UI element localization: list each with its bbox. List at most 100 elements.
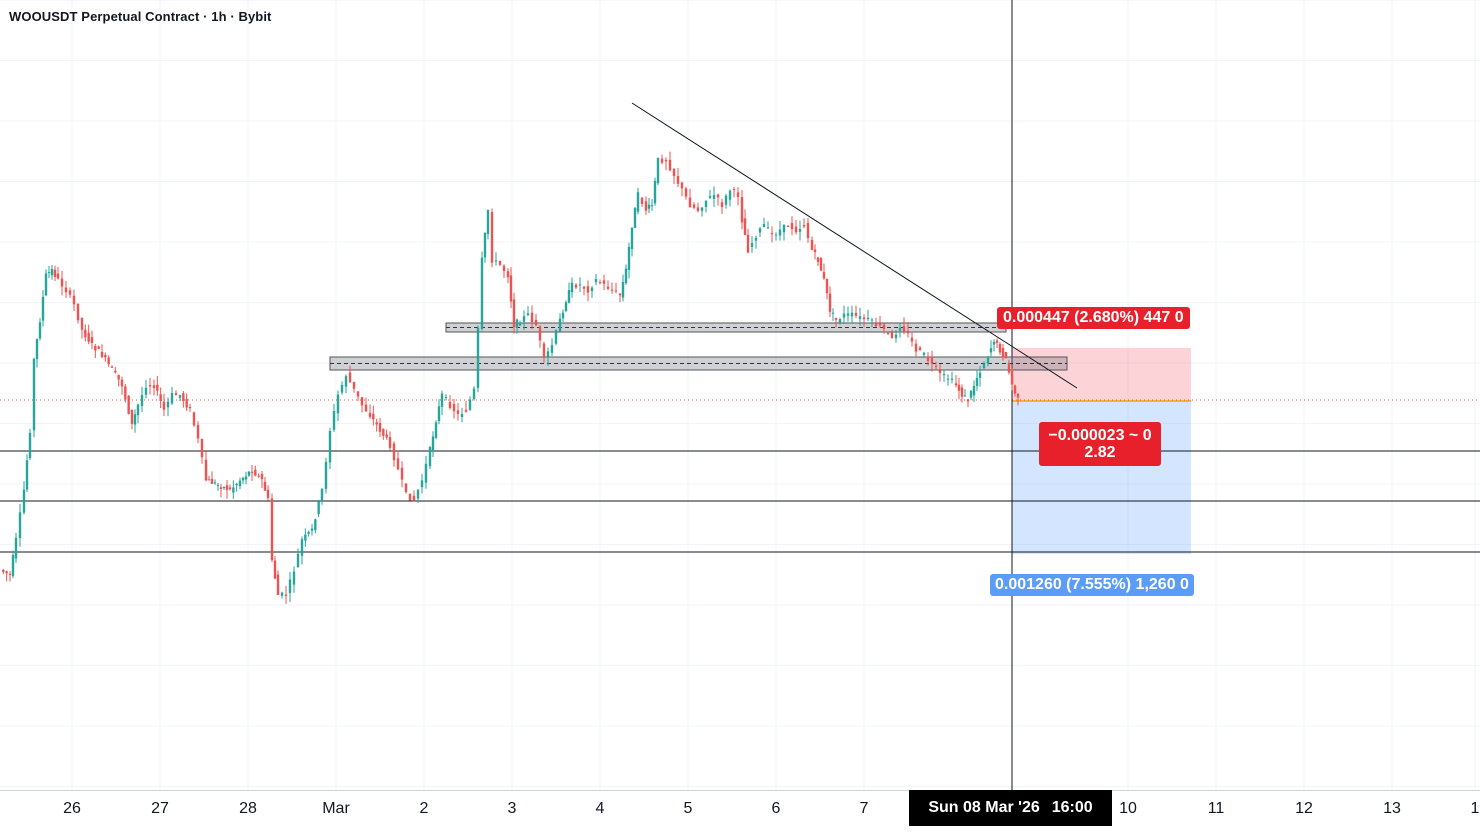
candle-down	[207, 479, 211, 481]
x-tick-label: 3	[507, 800, 517, 817]
candle-down	[182, 393, 185, 401]
candle-down	[509, 275, 513, 302]
candle-down	[1010, 370, 1014, 385]
candle-up	[166, 401, 170, 408]
candle-up	[47, 271, 51, 273]
candle-up	[235, 483, 238, 486]
candle-up	[244, 476, 248, 480]
candle-up	[558, 318, 562, 332]
candle-down	[828, 293, 832, 312]
candle-up	[870, 319, 874, 321]
candle-down	[960, 387, 964, 397]
candle-up	[50, 268, 54, 276]
candle-down	[512, 299, 516, 328]
candle-up	[310, 528, 314, 531]
candle-down	[382, 429, 385, 436]
candle-down	[498, 260, 502, 265]
candle-up	[41, 296, 45, 321]
candle-down	[680, 182, 684, 189]
candle-down	[107, 357, 110, 365]
candle-down	[930, 357, 934, 364]
candle-up	[838, 319, 842, 323]
candle-up	[621, 281, 625, 298]
candle-up	[782, 224, 786, 233]
candle-up	[280, 592, 284, 596]
horizontal-lines[interactable]	[0, 0, 1480, 790]
candle-up	[778, 229, 782, 236]
candle-down	[114, 370, 117, 373]
candle-down	[1016, 393, 1020, 398]
x-tick-label: 6	[771, 800, 781, 817]
candle-up	[140, 394, 144, 406]
candle-down	[910, 337, 914, 342]
candle-down	[1013, 385, 1017, 394]
candle-down	[117, 374, 120, 380]
candle-down	[80, 318, 84, 330]
candle-down	[668, 159, 672, 171]
time-axis[interactable]	[0, 790, 1480, 832]
candle-up	[170, 392, 174, 404]
candle-up	[798, 228, 802, 232]
candle-down	[878, 323, 882, 326]
candle-down	[94, 345, 97, 351]
price-chart[interactable]	[0, 0, 1480, 790]
candle-down	[148, 384, 152, 387]
candle-down	[276, 574, 280, 595]
chart-title: WOOUSDT Perpetual Contract · 1h · Bybit	[9, 9, 272, 24]
candle-up	[328, 431, 332, 463]
candle-up	[700, 207, 704, 211]
candle-down	[56, 273, 60, 279]
candle-down	[743, 218, 747, 236]
candle-up	[515, 319, 519, 328]
candle-up	[28, 432, 32, 459]
candle-down	[720, 202, 724, 207]
candle-up	[724, 195, 728, 205]
candle-down	[5, 571, 8, 574]
candle-up	[550, 345, 554, 353]
candle-up	[238, 480, 242, 487]
candle-up	[898, 327, 902, 331]
x-tick-label: 28	[239, 800, 257, 817]
candle-down	[257, 475, 260, 477]
candle-down	[352, 381, 356, 389]
candle-down	[816, 257, 820, 262]
candle-up	[232, 487, 235, 493]
candle-down	[408, 493, 412, 501]
candle-up	[564, 302, 568, 311]
candle-up	[434, 422, 438, 438]
candle-up	[468, 399, 472, 410]
candle-up	[133, 414, 137, 425]
candle-down	[452, 404, 456, 412]
candle-down	[736, 192, 740, 197]
candlesticks	[2, 151, 1020, 604]
candle-up	[850, 312, 854, 317]
x-tick-label: 26	[63, 800, 81, 817]
candle-down	[644, 201, 648, 211]
candle-down	[120, 379, 124, 387]
candle-up	[340, 384, 344, 393]
candle-down	[273, 560, 277, 579]
candle-down	[684, 188, 688, 197]
candle-up	[969, 390, 973, 398]
candle-up	[22, 489, 26, 513]
candle-up	[627, 246, 631, 270]
crosshair-date-badge: Sun 08 Mar '26 16:00	[909, 790, 1112, 826]
x-tick-label: 1	[1470, 800, 1480, 817]
position-pnl: −0.000023 ~ 0	[1048, 427, 1152, 444]
candle-down	[185, 398, 188, 408]
x-tick-label: 11	[1207, 800, 1225, 817]
candle-down	[890, 332, 894, 339]
candle-down	[284, 594, 288, 597]
candle-up	[522, 316, 526, 322]
candle-down	[886, 332, 890, 334]
candle-down	[360, 397, 364, 406]
candle-down	[530, 312, 534, 323]
candle-up	[650, 205, 654, 207]
candle-down	[60, 278, 64, 287]
candle-up	[762, 224, 766, 228]
candle-down	[610, 289, 614, 291]
candle-down	[200, 438, 204, 458]
candle-up	[486, 210, 490, 234]
candle-down	[159, 394, 162, 402]
drawings[interactable]	[631, 102, 1078, 389]
